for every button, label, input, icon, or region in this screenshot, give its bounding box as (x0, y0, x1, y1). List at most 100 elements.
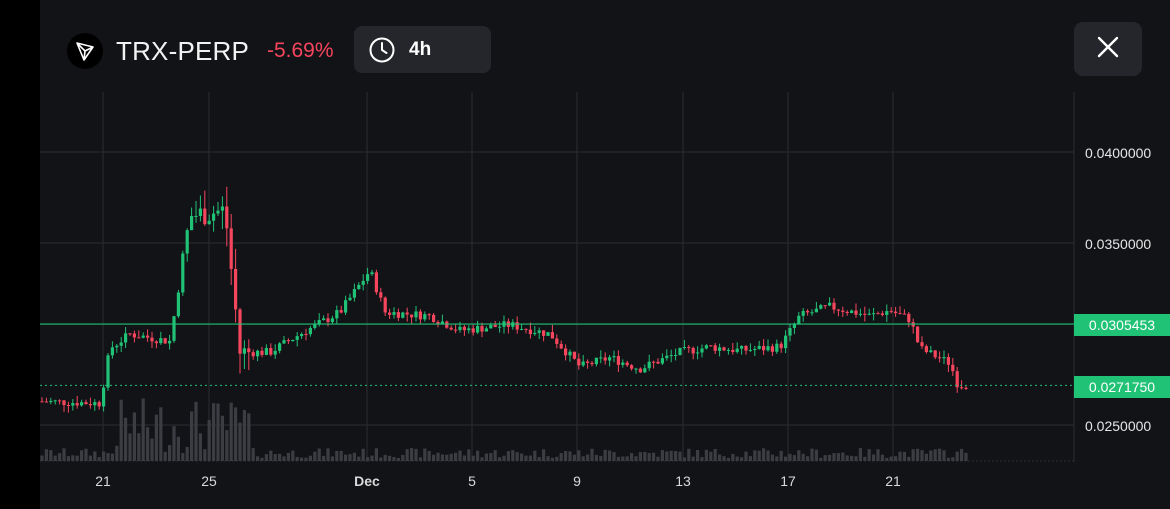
candle-body (480, 325, 484, 332)
volume-bar (599, 455, 603, 461)
volume-bar (797, 450, 801, 461)
volume-bar (740, 457, 744, 461)
candle-body (564, 348, 568, 356)
candle-body (58, 400, 62, 402)
candle-body (493, 324, 497, 328)
volume-bar (854, 456, 858, 461)
candle-body (748, 350, 752, 352)
candle-body (66, 405, 70, 407)
volume-bar (247, 413, 251, 461)
candle-body (93, 402, 97, 406)
candle-body (282, 340, 286, 344)
volume-bar (392, 457, 396, 461)
x-tick-label: 5 (468, 473, 476, 489)
candle-body (964, 387, 968, 389)
volume-bar (819, 457, 823, 461)
y-tick-label: 0.0250000 (1085, 418, 1152, 434)
candle-body (335, 310, 339, 319)
volume-bar (269, 450, 273, 461)
candle-body (682, 347, 686, 349)
candle-body (344, 300, 348, 313)
candle-body (357, 284, 361, 290)
volume-bar (568, 451, 572, 461)
volume-bar (766, 450, 770, 461)
candle-body (779, 343, 783, 349)
tron-logo-icon (67, 33, 103, 69)
candle-body (938, 357, 942, 359)
timeframe-button[interactable]: 4h (354, 26, 491, 73)
candle-body (454, 329, 458, 331)
candle-body (322, 318, 326, 320)
candle-body (141, 335, 145, 338)
volume-bar (137, 433, 141, 461)
volume-bar (537, 457, 541, 461)
candle-body (317, 319, 321, 324)
volume-bar (872, 454, 876, 461)
volume-bar (630, 453, 634, 461)
volume-bar (524, 455, 528, 461)
volume-bar (396, 457, 400, 461)
candle-body (150, 337, 154, 342)
volume-bar (476, 450, 480, 461)
volume-bar (801, 453, 805, 461)
volume-bar (352, 452, 356, 461)
volume-bar (264, 454, 268, 461)
volume-bar (894, 456, 898, 461)
volume-bar (550, 457, 554, 461)
candle-body (392, 312, 396, 315)
candle-body (757, 345, 761, 349)
candle-body (366, 274, 370, 281)
volume-bar (471, 455, 475, 461)
volume-bar (348, 454, 352, 461)
candle-body (163, 338, 167, 344)
candle-body (590, 362, 594, 365)
candle-body (436, 321, 440, 324)
volume-bar (744, 451, 748, 461)
price-chart[interactable] (40, 0, 1170, 509)
candle-body (608, 357, 612, 361)
candle-body (291, 339, 295, 342)
candle-body (537, 330, 541, 333)
volume-bar (198, 433, 202, 461)
volume-bar (93, 451, 97, 461)
clock-icon (368, 36, 396, 64)
candle-body (766, 346, 770, 351)
candle-body (625, 362, 629, 366)
candle-body (542, 330, 546, 336)
candle-body (709, 345, 713, 347)
candle-body (797, 315, 801, 324)
candle-body (484, 328, 488, 332)
candle-body (744, 345, 748, 351)
candle-body (652, 361, 656, 363)
close-button[interactable] (1074, 22, 1142, 76)
volume-bar (564, 451, 568, 461)
symbol-name[interactable]: TRX-PERP (116, 36, 250, 66)
candle-body (383, 297, 387, 313)
candle-body (586, 361, 590, 363)
candle-body (832, 302, 836, 310)
volume-bar (458, 450, 462, 461)
volume-bar (110, 453, 114, 461)
chart-panel: TRX-PERP -5.69% 4h 0.0400000 0.0350000 0… (40, 0, 1170, 509)
volume-bar (194, 401, 198, 461)
y-tick-label: 0.0400000 (1085, 145, 1152, 161)
volume-bar (841, 452, 845, 461)
candle-body (762, 345, 766, 351)
volume-bar (423, 448, 427, 461)
candle-body (128, 333, 132, 335)
candle-body (449, 327, 453, 330)
volume-bar (489, 453, 493, 461)
volume-bar (726, 457, 730, 461)
volume-bar (154, 414, 158, 461)
candle-body (313, 323, 317, 328)
candle-body (792, 323, 796, 329)
volume-bar (586, 454, 590, 461)
candle-body (40, 401, 44, 403)
volume-bar (313, 451, 317, 461)
volume-bar (128, 433, 132, 461)
volume-bar (190, 411, 194, 461)
candle-body (124, 333, 128, 343)
candle-body (726, 349, 730, 351)
volume-bar (132, 412, 136, 461)
